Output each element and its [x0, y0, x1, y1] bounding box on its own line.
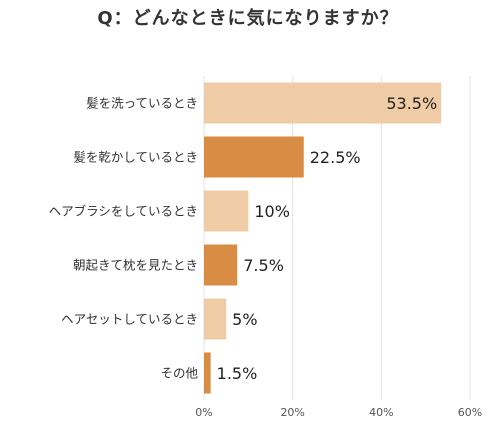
grid-layer: [203, 76, 471, 400]
value-label: 1.5%: [217, 364, 258, 383]
category-label: ヘアセットしているとき: [61, 312, 198, 327]
x-tick-label: 20%: [280, 406, 304, 419]
category-label: 髪を洗っているとき: [86, 96, 198, 111]
x-tick-label: 60%: [458, 406, 482, 419]
value-label: 7.5%: [243, 256, 284, 275]
bar: [204, 136, 304, 178]
chart-title: Q：どんなときに気になりますか？: [97, 8, 399, 29]
label-layer: 髪を洗っているとき 53.5% 髪を乾かしているとき 22.5% ヘアブラシをしていると…: [49, 94, 438, 383]
category-label: 朝起きて枕を見たとき: [73, 258, 198, 273]
bar: [204, 352, 211, 394]
value-label: 53.5%: [386, 94, 437, 113]
x-tick-label: 40%: [369, 406, 393, 419]
category-label: その他: [160, 366, 198, 381]
bar: [204, 244, 238, 286]
bar: [204, 190, 249, 232]
category-label: 髪を乾かしているとき: [73, 150, 198, 165]
x-tick-label: 0%: [195, 406, 212, 419]
value-label: 5%: [232, 310, 257, 329]
tick-layer: 0% 20% 40% 60%: [195, 406, 482, 419]
value-label: 10%: [254, 202, 290, 221]
category-label: ヘアブラシをしているとき: [49, 204, 198, 219]
bar-layer: [204, 82, 442, 394]
bar: [204, 82, 442, 124]
bar: [204, 298, 227, 340]
value-label: 22.5%: [310, 148, 361, 167]
